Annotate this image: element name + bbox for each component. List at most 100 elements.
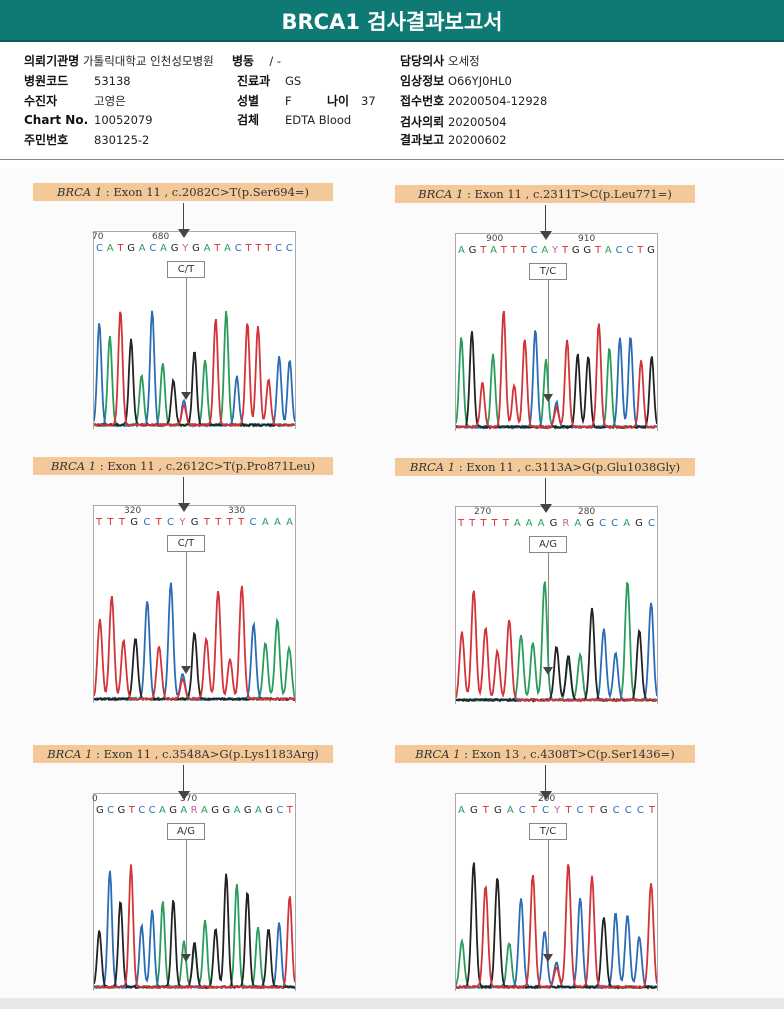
trace-T (94, 585, 295, 702)
base-letter: A (224, 243, 231, 254)
base-letter: T (118, 517, 125, 528)
base-letter: A (537, 518, 545, 529)
arrow-down-icon (178, 503, 190, 512)
base-letter: T (480, 245, 487, 256)
base-letter: G (243, 805, 252, 816)
base-letter: A (513, 518, 521, 529)
chromatogram-panel: BRCA 1 : Exon 13 , c.4308T>C(p.Ser1436=)… (395, 745, 735, 1025)
base-call-box: T/C (529, 823, 567, 840)
base-letter: T (561, 245, 569, 256)
base-letter: A (604, 245, 612, 256)
base-letter: G (170, 243, 179, 254)
marker-line (186, 278, 187, 393)
base-letter: T (214, 243, 221, 254)
trace-G (94, 338, 295, 428)
base-letter: R (562, 518, 570, 529)
field-report: 결과보고 20200602 (400, 133, 507, 147)
base-letter: G (192, 243, 200, 254)
marker-line (548, 840, 549, 955)
variant-desc: : Exon 13 , c.4308T>C(p.Ser1436=) (460, 747, 675, 761)
base-letter: T (594, 245, 602, 256)
variant-marker-icon (543, 394, 553, 402)
base-letter: T (588, 805, 595, 816)
variant-marker-icon (543, 667, 553, 675)
chromatogram-panel: BRCA 1 : Exon 11 , c.3548A>G(p.Lys1183Ar… (33, 745, 373, 1025)
base-letter: C (143, 517, 151, 528)
base-letter: Y (552, 245, 559, 256)
marker-line (186, 840, 187, 955)
base-letter: G (571, 245, 580, 256)
base-letter: T (107, 517, 114, 528)
base-letter: G (586, 518, 595, 529)
base-letter: T (491, 518, 498, 529)
base-letter: T (482, 805, 489, 816)
base-letter: C (149, 243, 157, 254)
base-letter: A (203, 243, 211, 254)
base-letter: C (107, 805, 115, 816)
trace-G (456, 607, 657, 703)
base-letter: C (249, 517, 257, 528)
base-letter: C (612, 805, 620, 816)
base-letter: C (599, 518, 607, 529)
base-letter: A (159, 805, 166, 816)
position-tick: 280 (578, 507, 596, 517)
base-letter: G (583, 245, 592, 256)
base-call-box: A/G (167, 823, 205, 840)
base-letter: Y (179, 517, 186, 528)
arrow-line (183, 477, 184, 507)
field-clinical: 임상정보 O66YJ0HL0 (400, 74, 512, 88)
base-letter: A (458, 805, 465, 816)
base-letter: A (574, 518, 582, 529)
gene-name: BRCA 1 (50, 459, 97, 473)
position-tick: 680 (152, 232, 170, 242)
arrow-down-icon (178, 791, 190, 800)
base-letter: Y (182, 243, 189, 254)
trace-G (94, 873, 295, 990)
base-call-box: T/C (529, 263, 567, 280)
base-letter: C (615, 245, 623, 256)
base-letter: C (611, 518, 619, 529)
base-letter: T (458, 518, 465, 529)
base-letter: C (576, 805, 584, 816)
field-dept: 진료과 GS (237, 74, 302, 88)
report-title: BRCA1 검사결과보고서 (0, 0, 784, 42)
base-letter: A (490, 245, 497, 256)
base-letter: C (138, 805, 146, 816)
base-letter: G (127, 243, 135, 254)
base-letter: C (276, 805, 284, 816)
gene-name: BRCA 1 (415, 747, 461, 761)
base-letter: C (542, 805, 550, 816)
base-letter: T (265, 243, 272, 254)
base-letter: T (286, 805, 293, 816)
arrow-line (545, 205, 546, 235)
variant-marker-icon (181, 392, 191, 400)
position-tick: 70 (92, 232, 104, 242)
base-letter: G (549, 518, 558, 529)
base-letter: G (211, 805, 220, 816)
base-letter: A (458, 245, 465, 256)
base-letter: T (96, 517, 103, 528)
chromatogram-panel: BRCA 1 : Exon 11 , c.2082C>T(p.Ser694=) … (33, 183, 373, 463)
trace-plot (456, 862, 657, 990)
trace-T (456, 864, 657, 990)
base-letter: C (96, 243, 103, 254)
gene-name: BRCA 1 (56, 185, 103, 199)
base-letter: T (510, 245, 517, 256)
gene-name: BRCA 1 (418, 187, 464, 201)
trace-C (456, 898, 657, 990)
base-letter: T (530, 805, 537, 816)
variant-label: BRCA 1 : Exon 11 , c.2082C>T(p.Ser694=) (33, 183, 333, 201)
variant-label: BRCA 1 : Exon 11 , c.3113A>G(p.Glu1038Gl… (395, 458, 695, 476)
position-tick: 320 (124, 506, 142, 516)
variant-desc: : Exon 11 , c.2311T>C(p.Leu771=) (463, 187, 672, 201)
base-letter: G (222, 805, 231, 816)
field-specimen: 검체 EDTA Blood (237, 113, 352, 127)
field-age: 나이 37 (327, 94, 376, 108)
trace-T (94, 311, 295, 428)
